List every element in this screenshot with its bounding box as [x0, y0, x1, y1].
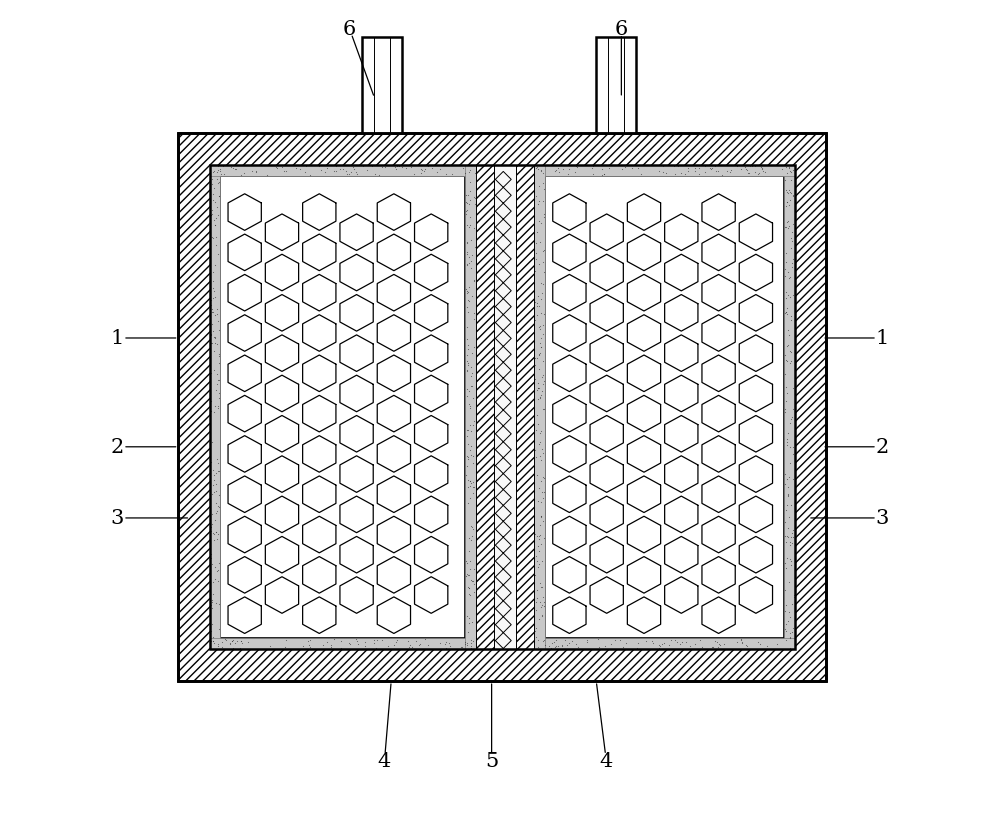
Text: 3: 3 [111, 509, 124, 528]
Bar [210, 166, 795, 650]
Text: 6: 6 [343, 20, 356, 38]
Text: 2: 2 [111, 438, 124, 456]
Bar [210, 166, 220, 650]
Bar [362, 38, 402, 134]
Bar [178, 134, 826, 681]
Text: 4: 4 [600, 752, 613, 770]
Text: 4: 4 [378, 752, 391, 770]
Text: 5: 5 [485, 752, 498, 770]
Bar [220, 176, 465, 639]
Text: 6: 6 [615, 20, 628, 38]
Bar [210, 166, 476, 176]
Text: 3: 3 [876, 509, 889, 528]
Bar [784, 166, 795, 650]
Text: 1: 1 [876, 329, 889, 348]
Bar [476, 166, 494, 650]
Bar [210, 166, 795, 650]
Bar [534, 639, 795, 650]
Bar [178, 134, 826, 681]
Bar [465, 166, 476, 650]
Bar [534, 166, 545, 650]
Text: 1: 1 [111, 329, 124, 348]
Bar [516, 166, 534, 650]
Bar [494, 166, 516, 650]
Bar [545, 176, 784, 639]
Bar [534, 166, 795, 176]
Text: 2: 2 [876, 438, 889, 456]
Bar [210, 639, 476, 650]
Bar [178, 134, 826, 681]
Bar [596, 38, 636, 134]
